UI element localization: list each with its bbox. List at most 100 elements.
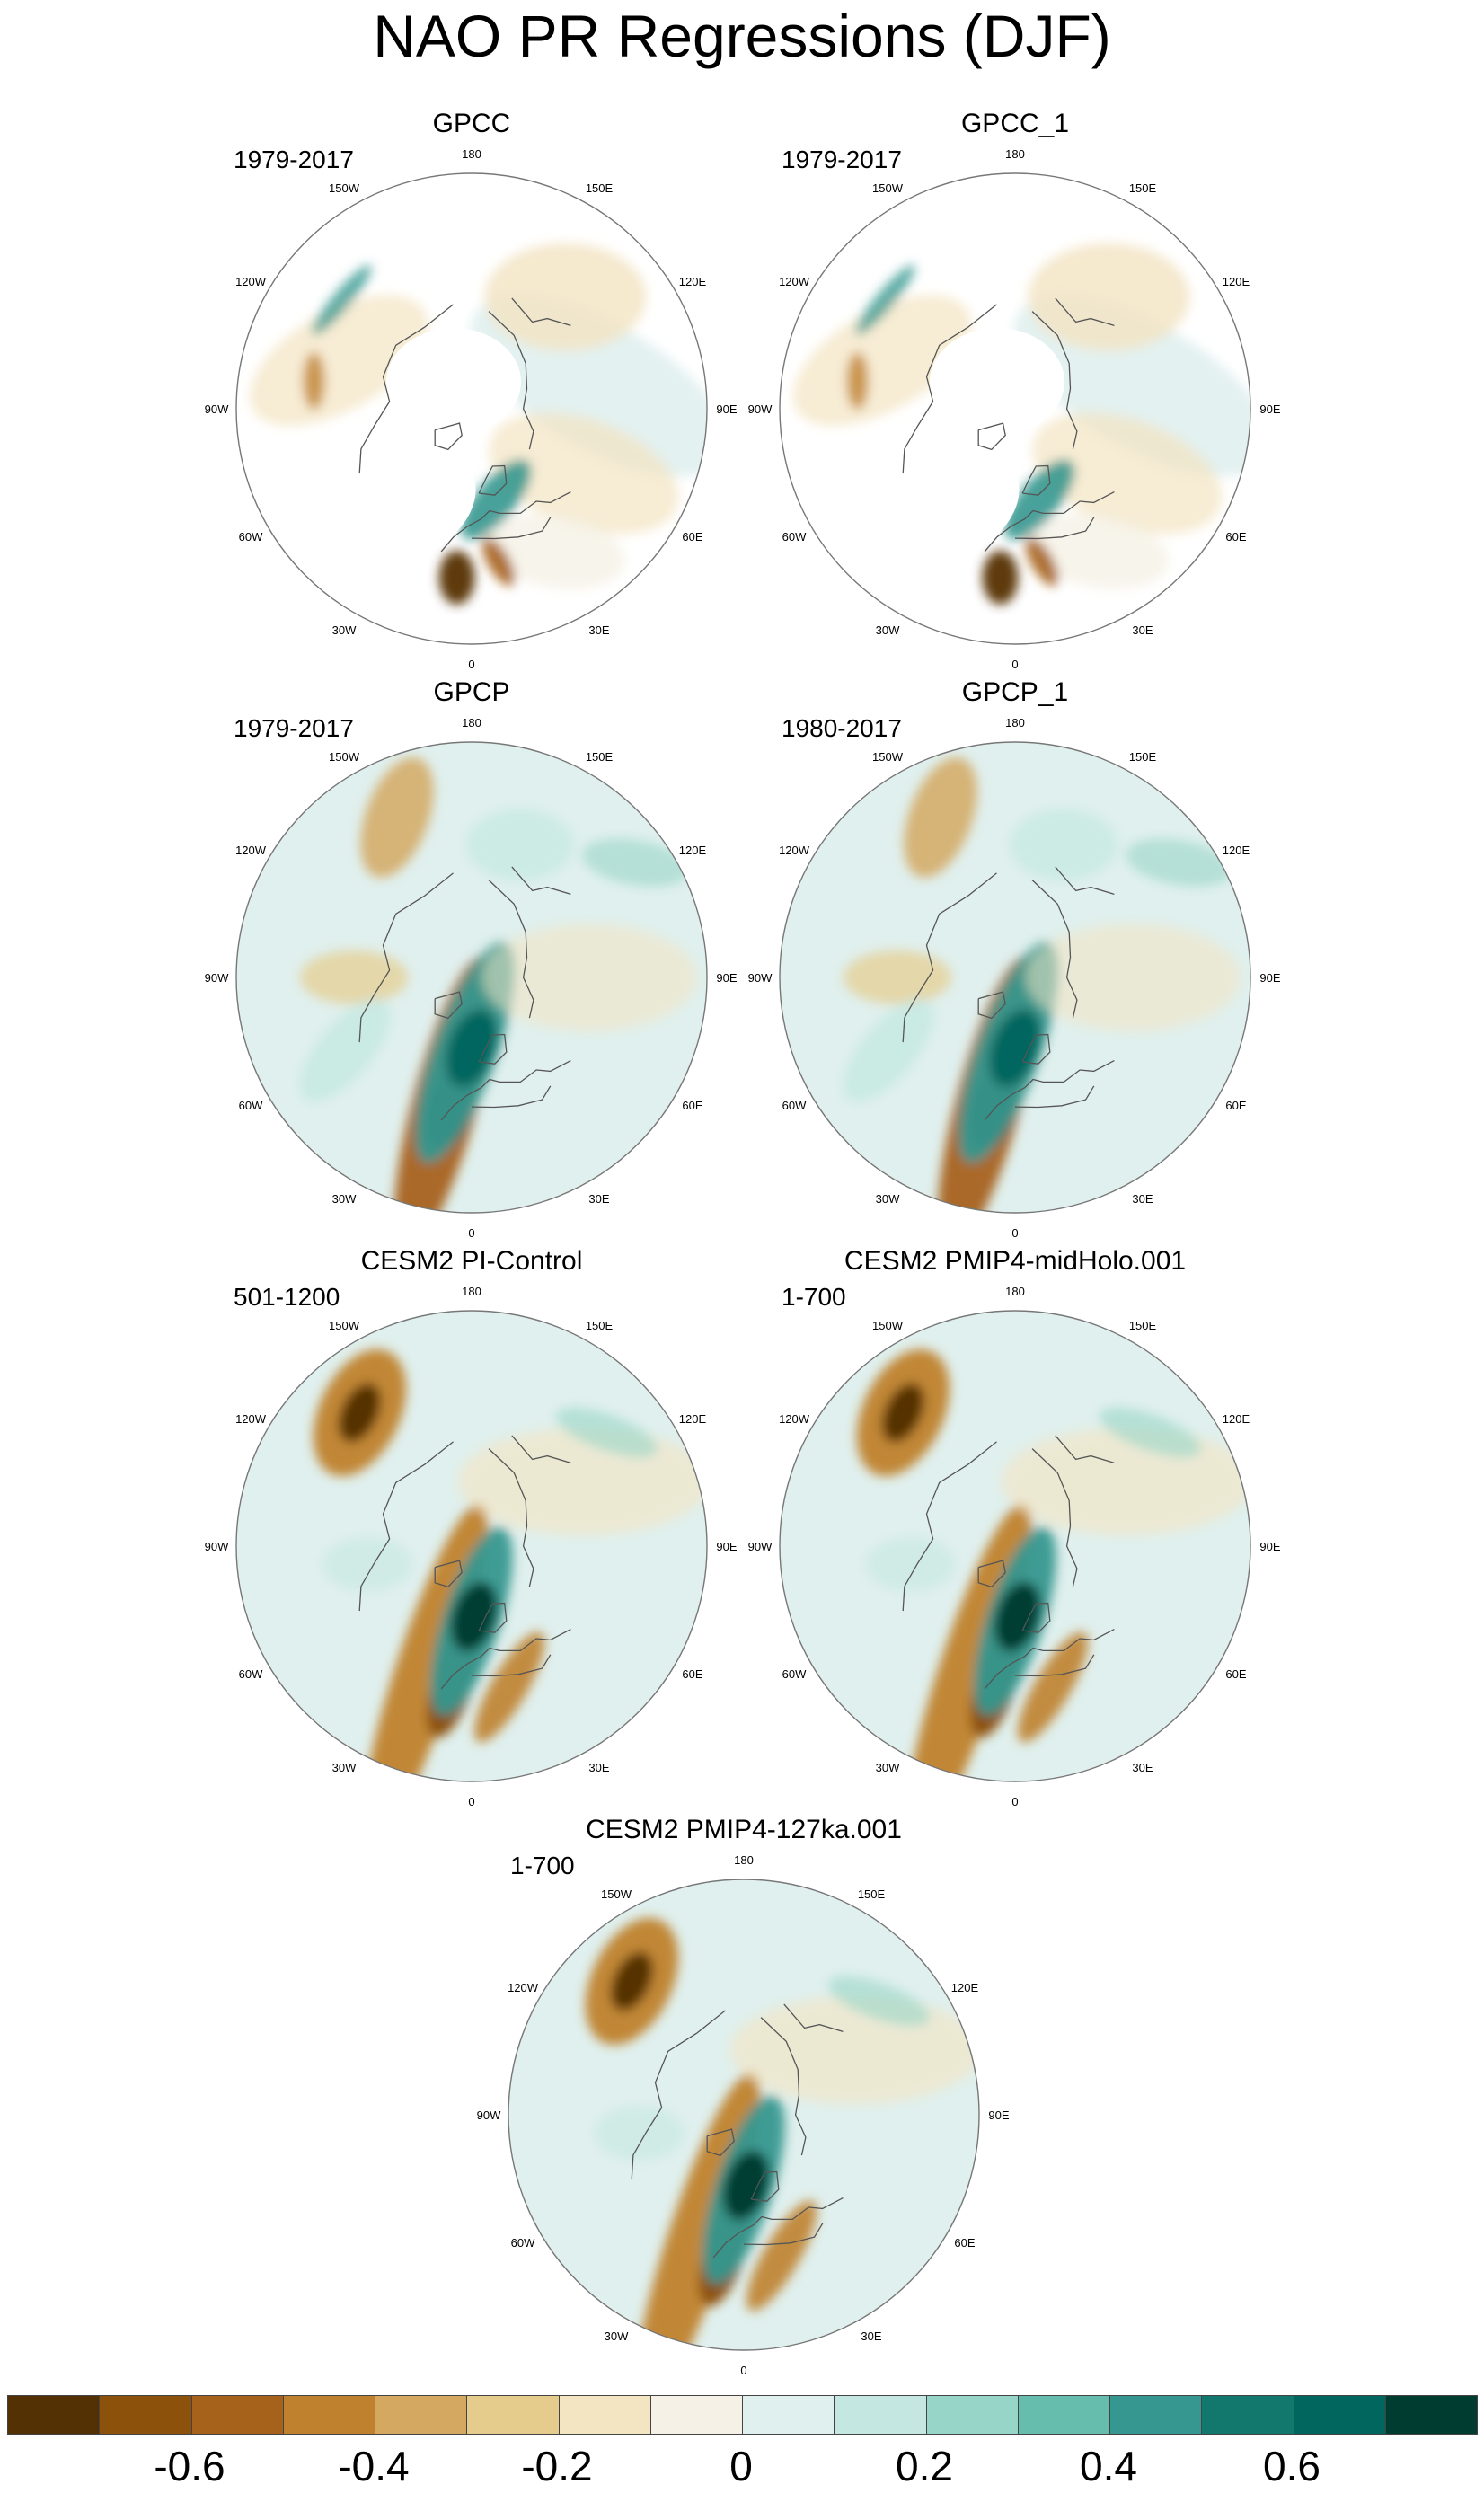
colorbar-label: -0.4 <box>338 2443 410 2489</box>
longitude-label: 90E <box>716 971 737 985</box>
longitude-label: 150E <box>586 1319 614 1332</box>
longitude-label: 150E <box>586 750 614 764</box>
coastline <box>358 1441 454 1612</box>
coastlines <box>902 866 1115 1121</box>
negative-anomaly <box>729 1995 979 2104</box>
positive-anomaly <box>582 838 689 887</box>
colorbar-box <box>375 2395 468 2435</box>
coastline <box>488 1448 534 1587</box>
coastline <box>1055 297 1115 327</box>
longitude-label: 90W <box>205 971 229 985</box>
longitude-label: 180 <box>462 147 481 161</box>
coastline <box>1014 1654 1095 1677</box>
land-anomaly <box>489 412 679 535</box>
colorbar-label: 0 <box>729 2443 753 2489</box>
panel-title: GPCP_1 <box>961 677 1069 707</box>
longitude-label: 60W <box>239 1667 263 1681</box>
longitude-label: 0 <box>468 1795 474 1808</box>
map-field <box>780 742 1250 1213</box>
coastline <box>984 491 1115 553</box>
panel-period: 1-700 <box>782 1283 846 1311</box>
panel-period: 1979-2017 <box>234 714 354 742</box>
longitude-label: 90W <box>205 402 229 416</box>
negative-anomaly <box>473 1631 545 1743</box>
polar-map: 180 150E 120E 90E 60E 30E 0 30W 60W 90W 120W 150W <box>748 147 1281 671</box>
coastline <box>1055 1435 1115 1464</box>
negative-anomaly <box>481 924 697 1031</box>
panel-period: 501-1200 <box>234 1283 340 1311</box>
longitude-label: 0 <box>468 1226 474 1240</box>
longitude-label: 0 <box>1011 658 1018 671</box>
missing-data <box>341 451 476 564</box>
map-panel-gpcp: GPCP 1979-2017 180 150E 120E 90E 60E 30E 0 30W 6… <box>193 676 750 1242</box>
longitude-label: 150W <box>872 181 904 195</box>
coastline <box>478 1033 508 1065</box>
coastline <box>984 1629 1115 1690</box>
regression-field <box>250 243 707 605</box>
polar-map: 180 150E 120E 90E 60E 30E 0 30W 60W 90W 120W 150W <box>477 1853 1010 2377</box>
land-anomaly <box>303 352 325 411</box>
longitude-label: 60W <box>782 1099 807 1112</box>
colorbar-box <box>1384 2395 1478 2435</box>
longitude-label: 30W <box>332 1761 357 1774</box>
longitude-label: 150W <box>329 750 360 764</box>
coastline <box>1055 866 1115 896</box>
positive-anomaly <box>450 1581 498 1652</box>
longitude-label: 90W <box>748 971 773 985</box>
map-panel-gpcc: GPCC 1979-2017 180 150E 120E 90E 60E 30E 0 30W 6… <box>193 108 750 674</box>
regression-field <box>585 1917 979 2350</box>
longitude-label: 30W <box>332 623 357 637</box>
coastline <box>358 304 454 474</box>
land-anomaly <box>438 550 475 605</box>
longitude-label: 120E <box>1223 844 1250 857</box>
coastlines <box>358 1435 571 1690</box>
coastline <box>471 517 552 540</box>
coastline <box>488 880 534 1019</box>
negative-anomaly <box>746 2200 817 2312</box>
longitude-label: 120E <box>679 275 707 288</box>
colorbar-box <box>1017 2395 1110 2435</box>
longitude-label: 150W <box>329 181 360 195</box>
positive-anomaly <box>1009 809 1117 881</box>
colorbar-box <box>1293 2395 1386 2435</box>
longitude-label: 30E <box>588 623 609 637</box>
positive-anomaly <box>299 999 391 1102</box>
map-panel-cesm2-127ka: CESM2 PMIP4-127ka.001 1-700 180 150E 120E 9… <box>465 1814 1022 2380</box>
coastline <box>977 422 1006 451</box>
longitude-label: 60W <box>782 530 807 544</box>
positive-anomaly <box>994 1581 1041 1652</box>
land-anomaly <box>484 243 647 351</box>
coastline <box>488 311 534 450</box>
colorbar-label: 0.4 <box>1080 2443 1137 2489</box>
polar-map: 180 150E 120E 90E 60E 30E 0 30W 60W 90W 120W 150W <box>205 716 738 1240</box>
longitude-label: 60E <box>954 2236 975 2250</box>
land-anomaly <box>1025 537 1059 586</box>
positive-anomaly <box>865 1537 956 1592</box>
longitude-label: 30E <box>861 2329 881 2343</box>
coastline <box>434 422 463 451</box>
coastline <box>783 2003 844 2033</box>
longitude-label: 180 <box>734 1853 754 1867</box>
longitude-label: 60W <box>239 1099 263 1112</box>
coastline <box>1021 1033 1051 1065</box>
longitude-label: 120W <box>235 844 267 857</box>
longitude-label: 120W <box>235 1412 267 1426</box>
longitude-label: 120E <box>679 844 707 857</box>
coastline <box>511 1435 571 1464</box>
regression-field <box>313 1348 707 1781</box>
coastline <box>1021 1602 1051 1633</box>
positive-anomaly <box>446 1009 498 1087</box>
longitude-label: 150E <box>858 1887 886 1901</box>
negative-anomaly <box>457 1427 707 1535</box>
longitude-label: 120E <box>951 1981 979 1994</box>
longitude-label: 60E <box>682 1099 702 1112</box>
regression-field <box>793 243 1250 605</box>
longitude-label: 90E <box>1259 971 1280 985</box>
colorbar-label: 0.6 <box>1263 2443 1321 2489</box>
longitude-label: 90W <box>748 1540 773 1553</box>
map-panel-gpcp-1: GPCP_1 1980-2017 180 150E 120E 90E 60E 30E 0 30… <box>737 676 1294 1242</box>
longitude-label: 150W <box>872 1319 904 1332</box>
positive-anomaly <box>322 1537 412 1592</box>
land-anomaly <box>1032 412 1223 535</box>
map-boundary <box>235 1310 708 1782</box>
